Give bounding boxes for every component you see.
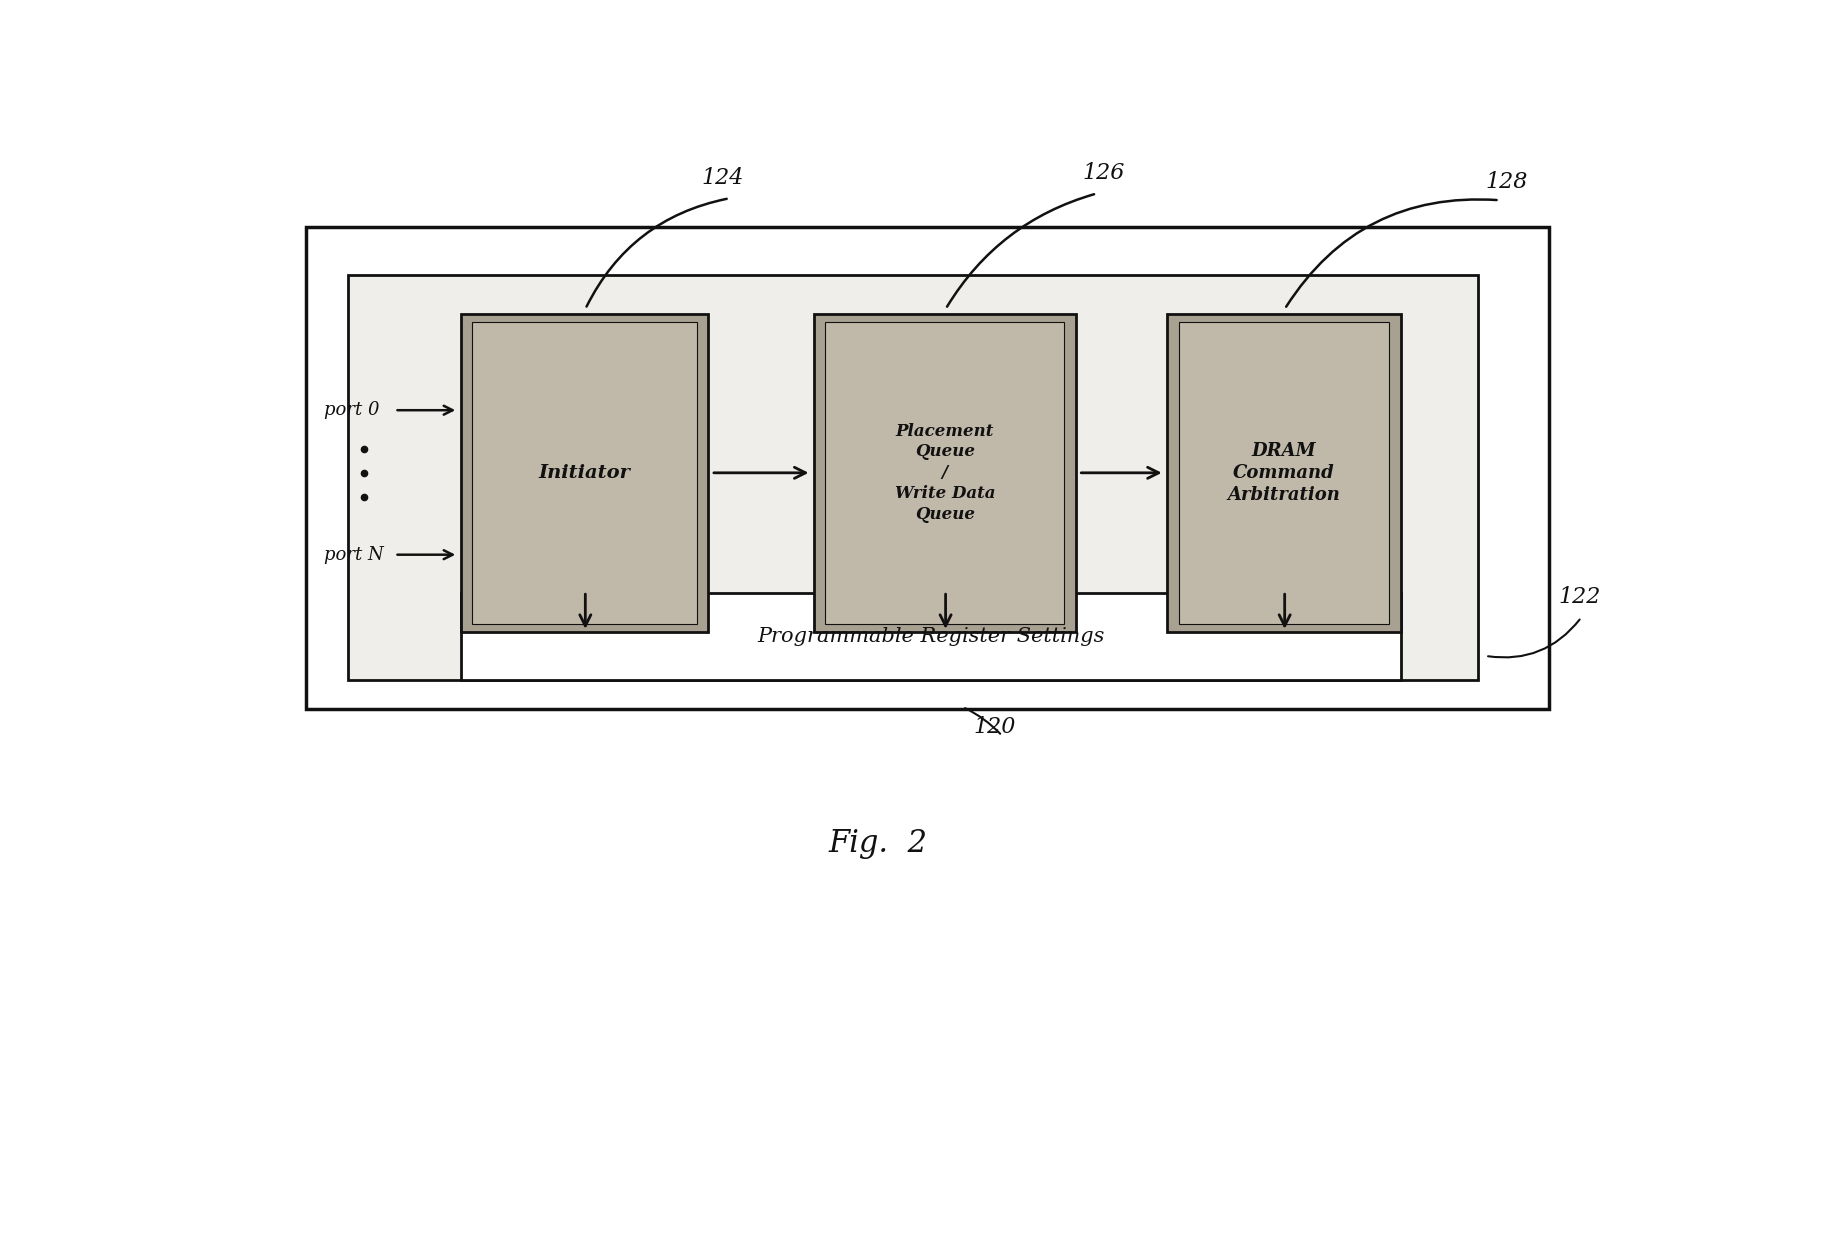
Text: 126: 126 (1083, 161, 1125, 184)
Text: 128: 128 (1486, 171, 1528, 194)
FancyBboxPatch shape (826, 322, 1065, 624)
Text: Initiator: Initiator (538, 464, 631, 482)
FancyBboxPatch shape (1179, 322, 1389, 624)
Text: port 0: port 0 (324, 402, 379, 419)
FancyBboxPatch shape (461, 593, 1400, 681)
FancyBboxPatch shape (306, 228, 1550, 709)
Text: Fig.  2: Fig. 2 (828, 828, 928, 859)
Text: 122: 122 (1559, 585, 1601, 608)
FancyBboxPatch shape (461, 314, 707, 632)
FancyBboxPatch shape (1167, 314, 1400, 632)
Text: Placement
Queue
/
Write Data
Queue: Placement Queue / Write Data Queue (895, 423, 995, 523)
Text: 120: 120 (973, 716, 1015, 738)
FancyBboxPatch shape (472, 322, 696, 624)
Text: 124: 124 (702, 166, 744, 189)
Text: DRAM
Command
Arbitration: DRAM Command Arbitration (1227, 442, 1340, 504)
Text: Programmable Register Settings: Programmable Register Settings (757, 627, 1105, 646)
FancyBboxPatch shape (348, 275, 1478, 681)
Text: port N: port N (324, 545, 383, 564)
FancyBboxPatch shape (815, 314, 1076, 632)
